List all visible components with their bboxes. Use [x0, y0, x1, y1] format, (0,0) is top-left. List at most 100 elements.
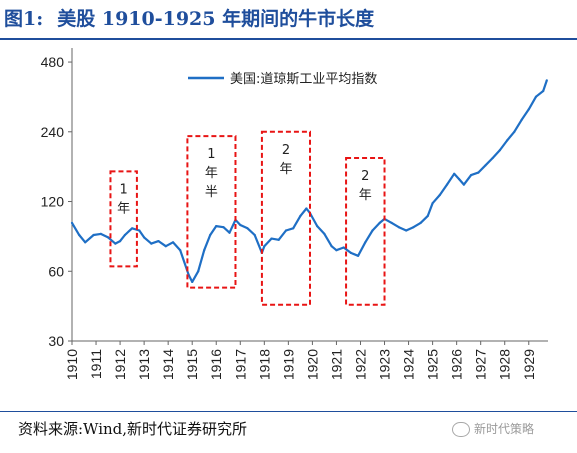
series-point [342, 246, 345, 249]
x-tick-label: 1918 [256, 349, 272, 380]
series-point [426, 214, 429, 217]
series-point [138, 229, 141, 232]
series-point [506, 139, 509, 142]
series-point [215, 225, 218, 228]
series-point [349, 251, 352, 254]
series-point [462, 183, 465, 186]
x-tick-label: 1910 [64, 349, 80, 380]
y-tick-label: 60 [48, 263, 64, 279]
series-point [171, 241, 175, 244]
series-point [78, 233, 81, 237]
bull-market-label-char: 半 [205, 185, 218, 200]
figure-title: 图1: 美股 1910-1925 年期间的牛市长度 [4, 4, 374, 34]
series-point [477, 171, 480, 174]
series-point [299, 214, 302, 217]
series-point [284, 229, 288, 232]
dow-jones-line-chart: 30 60 120 240 480 1910 1911 1912 1913 1914 1915 191… [41, 48, 548, 380]
series-point [470, 174, 473, 177]
series-point [263, 245, 266, 248]
x-tick-label: 1926 [449, 349, 465, 380]
series-point [542, 89, 545, 93]
bull-market-box [260, 130, 311, 306]
series-point [123, 233, 126, 237]
bull-market-label-char: 2 [361, 169, 369, 184]
y-tick-label: 30 [48, 333, 64, 349]
x-tick-label: 1921 [328, 349, 344, 380]
title-divider [0, 38, 577, 40]
series-point [438, 193, 441, 197]
x-tick-label: 1920 [304, 349, 320, 380]
series-point [157, 240, 160, 243]
series-point [371, 229, 374, 232]
bull-market-label-char: 年 [205, 166, 218, 181]
x-tick-label: 1923 [377, 349, 393, 380]
source-note: 资料来源:Wind,新时代证券研究所 [18, 420, 248, 438]
series-point [458, 178, 461, 181]
bull-market-label-char: 年 [117, 201, 130, 216]
series-point [412, 226, 415, 229]
series-point [545, 79, 548, 82]
y-tick-label: 120 [41, 194, 65, 210]
x-tick-label: 1911 [88, 349, 104, 379]
series-point [419, 221, 422, 224]
series-point [453, 172, 456, 175]
series-point [84, 241, 87, 244]
series-point [70, 221, 74, 224]
series-point [335, 249, 338, 252]
x-tick-label: 1928 [497, 349, 513, 380]
x-tick-label: 1914 [160, 349, 176, 380]
series-point [330, 245, 333, 248]
series-point [277, 238, 280, 241]
series-point [203, 249, 206, 252]
x-tick-label: 1916 [208, 349, 224, 380]
series-point [484, 164, 487, 167]
legend-label: 美国:道琼斯工业平均指数 [230, 72, 377, 87]
x-tick-label: 1929 [521, 349, 537, 380]
series-point [527, 108, 530, 111]
series-point [239, 223, 242, 227]
x-tick-label: 1922 [352, 349, 368, 380]
series-point [431, 202, 434, 205]
source-divider [0, 411, 577, 412]
series-point [197, 270, 200, 273]
series-point [143, 236, 146, 239]
x-tick-label: 1919 [280, 349, 296, 380]
series-point [107, 236, 110, 239]
y-tick-label: 480 [41, 54, 65, 70]
bull-market-label-char: 2 [282, 143, 290, 158]
y-tick-label: 240 [41, 124, 65, 140]
series-point [390, 221, 393, 224]
series-point [209, 233, 212, 237]
series-point [397, 226, 400, 229]
bull-market-label-char: 年 [279, 162, 292, 177]
bull-market-label-char: 1 [207, 147, 215, 162]
bull-market-label-char: 1 [120, 182, 128, 197]
series-point [491, 156, 494, 160]
x-tick-label: 1917 [232, 349, 248, 380]
series-point [378, 221, 381, 224]
series-point [179, 249, 182, 252]
series-point [357, 254, 360, 257]
figure-label: 图1: [4, 8, 44, 30]
series-point [228, 231, 231, 234]
series-point [292, 227, 295, 230]
series-point [114, 242, 117, 245]
x-tick-label: 1915 [184, 349, 200, 380]
watermark-text: 新时代策略 [474, 422, 535, 436]
x-tick-label: 1924 [401, 349, 417, 380]
series-point [513, 130, 516, 133]
series-point [119, 240, 122, 243]
series-point [131, 227, 134, 230]
wechat-icon [452, 422, 470, 437]
series-point [534, 95, 538, 98]
series-point [92, 233, 95, 237]
watermark: 新时代策略 [452, 418, 534, 440]
series-point [405, 229, 408, 232]
figure-title-text: 美股 1910-1925 年期间的牛市长度 [57, 8, 375, 30]
bull-market-box [109, 170, 138, 268]
series-point [99, 232, 102, 235]
series-point [305, 207, 308, 210]
series-point [222, 226, 225, 229]
series-point [191, 280, 194, 283]
bull-market-box [186, 135, 237, 289]
